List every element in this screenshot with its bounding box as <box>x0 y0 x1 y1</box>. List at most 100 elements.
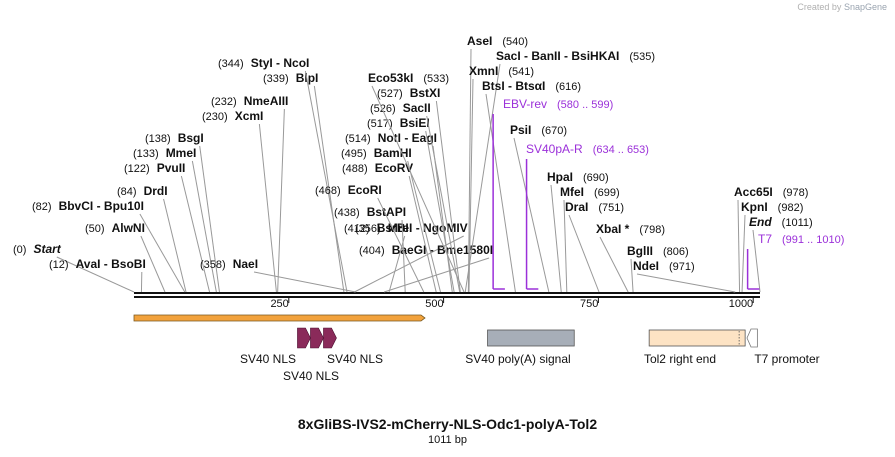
site-position: (616) <box>555 81 581 93</box>
map-length: 1011 bp <box>0 434 895 446</box>
site-leader-line <box>427 116 460 292</box>
site-position: (699) <box>594 187 620 199</box>
site-name: AvaI - BsoBI <box>76 257 146 271</box>
site-name: DraI <box>565 200 588 214</box>
feature-label: SV40 NLS <box>240 352 296 366</box>
site-name: NmeAIII <box>244 94 289 108</box>
site-name: AseI <box>467 34 492 48</box>
ruler-tick-label: 750 <box>580 298 598 310</box>
site-position: (82) <box>32 201 52 213</box>
ruler-tick-label: 1000 <box>729 298 753 310</box>
site-name: Start <box>33 242 61 256</box>
feature-label: Tol2 right end <box>644 352 716 366</box>
site-drai[interactable]: (751) DraI <box>565 200 624 292</box>
site-position: (806) <box>663 246 689 258</box>
site-position: (514) <box>345 133 371 145</box>
site-name: BstXI <box>410 86 441 100</box>
ruler-tick-label: 250 <box>270 298 288 310</box>
primer-sv40pa-r[interactable]: SV40pA-R (634 .. 653) <box>526 142 649 289</box>
site-name: MfeI <box>560 185 584 199</box>
primer-name: EBV-rev <box>503 97 547 111</box>
site-leader-line <box>140 214 185 292</box>
site-position: (133) <box>133 148 159 160</box>
site-leader-line <box>164 199 186 292</box>
site-ndei[interactable]: (971) NdeI <box>633 259 735 292</box>
site-name: NaeI <box>233 257 258 271</box>
site-name: BamHI <box>374 146 412 160</box>
site-leader-line <box>305 71 347 292</box>
site-leader-line <box>551 185 561 292</box>
site-leader-line <box>600 237 628 292</box>
feature-label: T7 promoter <box>754 352 819 366</box>
tol2-box <box>649 330 745 346</box>
site-name: PvuII <box>157 161 186 175</box>
site-position: (1011) <box>782 217 813 229</box>
site-position: (526) <box>370 103 396 115</box>
site-name: SacII <box>403 101 431 115</box>
feature-label: SV40 poly(A) signal <box>465 352 570 366</box>
site-position: (670) <box>541 125 567 137</box>
primer-range: (580 .. 599) <box>557 99 613 111</box>
site-name: Eco53kI <box>368 71 413 85</box>
feature-tol2-right-end[interactable]: Tol2 right end <box>644 330 745 366</box>
site-leader-line <box>738 200 740 292</box>
site-position: (541) <box>508 66 534 78</box>
site-name: PsiI <box>510 123 531 137</box>
orf-arrow <box>134 315 425 321</box>
site-position: (978) <box>783 187 809 199</box>
feature-sv40-poly-a-signal[interactable]: SV40 poly(A) signal <box>465 330 574 366</box>
site-name: XbaI * <box>596 222 630 236</box>
primer-t7[interactable]: T7 (991 .. 1010) <box>748 232 845 289</box>
site-leader-line <box>569 215 599 292</box>
primer-range: (634 .. 653) <box>593 144 649 156</box>
nls-arrow <box>323 328 336 348</box>
ruler-tick-label: 500 <box>425 298 443 310</box>
feature-label: SV40 NLS <box>283 369 339 383</box>
site-position: (971) <box>669 261 695 273</box>
site-name: BstAPI <box>367 205 406 219</box>
feature-sv40-nls[interactable]: SV40 NLS <box>240 328 310 366</box>
site-position: (751) <box>598 202 624 214</box>
site-name: StyI - NcoI <box>251 56 310 70</box>
site-name: EcoRV <box>375 161 413 175</box>
site-position: (495) <box>341 148 367 160</box>
site-name: BtsI - BtsαI <box>482 79 545 93</box>
site-position: (412) <box>344 223 370 235</box>
site-position: (690) <box>583 172 609 184</box>
site-position: (232) <box>211 96 237 108</box>
site-position: (339) <box>263 73 289 85</box>
site-leader-line <box>259 124 276 292</box>
site-ecori[interactable]: (468) EcoRI <box>315 183 424 292</box>
site-name: XmnI <box>469 64 498 78</box>
site-position: (344) <box>218 58 244 70</box>
site-name: AlwNI <box>112 221 145 235</box>
site-avai-bsobi[interactable]: (12) AvaI - BsoBI <box>49 257 146 292</box>
site-name: BaeGI - Bme1580I <box>392 243 493 257</box>
site-name: EcoRI <box>348 183 382 197</box>
site-position: (798) <box>639 224 665 236</box>
primer-name: SV40pA-R <box>526 142 583 156</box>
feature-t7-promoter[interactable]: T7 promoter <box>747 329 820 366</box>
site-name: BsiEI <box>400 116 430 130</box>
site-position: (982) <box>778 202 804 214</box>
site-name: BbvCI - Bpu10I <box>59 199 144 213</box>
map-title: 8xGliBS-IVS2-mCherry-NLS-Odc1-polyA-Tol2 <box>0 416 895 432</box>
site-kpni[interactable]: (982) KpnI <box>741 200 803 292</box>
plasmid-linear-map: 250 500 750 1000 (0) Start(12) AvaI - BsoBI (50… <box>0 0 895 410</box>
site-leader-line <box>433 146 452 292</box>
nls-arrow <box>310 328 323 348</box>
site-name: NdeI <box>633 259 659 273</box>
site-position: (50) <box>85 223 105 235</box>
site-leader-line <box>278 109 285 292</box>
site-position: (358) <box>200 259 226 271</box>
feature-orf[interactable] <box>134 315 425 321</box>
site-position: (488) <box>342 163 368 175</box>
site-position: (0) <box>13 244 26 256</box>
site-end[interactable]: (1011) End <box>749 215 813 292</box>
site-position: (527) <box>377 88 403 100</box>
site-position: (404) <box>359 245 385 257</box>
promoter-arrow <box>747 329 757 347</box>
site-position: (468) <box>315 185 341 197</box>
feature-sv40-nls[interactable]: SV40 NLS <box>323 328 383 366</box>
site-name: KpnI <box>741 200 768 214</box>
